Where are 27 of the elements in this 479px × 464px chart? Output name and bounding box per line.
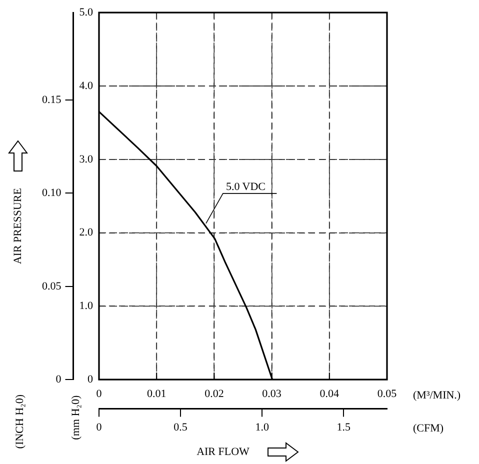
x2-tick-label: 1.0 [255, 421, 270, 434]
y-tick-label: 2.0 [79, 226, 94, 239]
x-tick-label: 0.03 [262, 388, 282, 400]
y2-tick-label: 0.05 [42, 280, 62, 292]
x-tick-label: 0.05 [377, 388, 398, 400]
y2-axis-title: (INCH H₂0) [14, 394, 26, 449]
text: AIR FLOW [196, 446, 250, 458]
y-tick-label: 5.0 [79, 6, 94, 18]
text: AIR PRESSURE [12, 188, 24, 264]
x-tick-label: 0.04 [320, 388, 340, 400]
y-tick-label: 3.0 [79, 153, 94, 166]
y2-tick-label: 0.10 [42, 187, 62, 200]
y2-tick-label: 0 [56, 373, 62, 386]
x-tick-label: 0.02 [204, 388, 224, 400]
y-tick-label: 4.0 [79, 80, 94, 92]
x-tick-label: 0.01 [146, 388, 166, 400]
y2-tick-label: 0.15 [42, 94, 62, 106]
x-tick-label: 0 [96, 388, 102, 400]
y-tick-label: 0 [88, 373, 94, 386]
text: 5.0 VDC [226, 180, 266, 193]
x2-tick-label: 0.5 [174, 421, 188, 434]
x2-tick-label: 0 [96, 421, 102, 434]
x-axis-title: (M³/MIN.) [413, 389, 461, 402]
y-axis-title: (mm H₂0) [70, 395, 82, 440]
x2-axis-title: (CFM) [413, 422, 444, 435]
y-tick-label: 1.0 [79, 300, 94, 312]
x2-tick-label: 1.5 [336, 421, 352, 434]
